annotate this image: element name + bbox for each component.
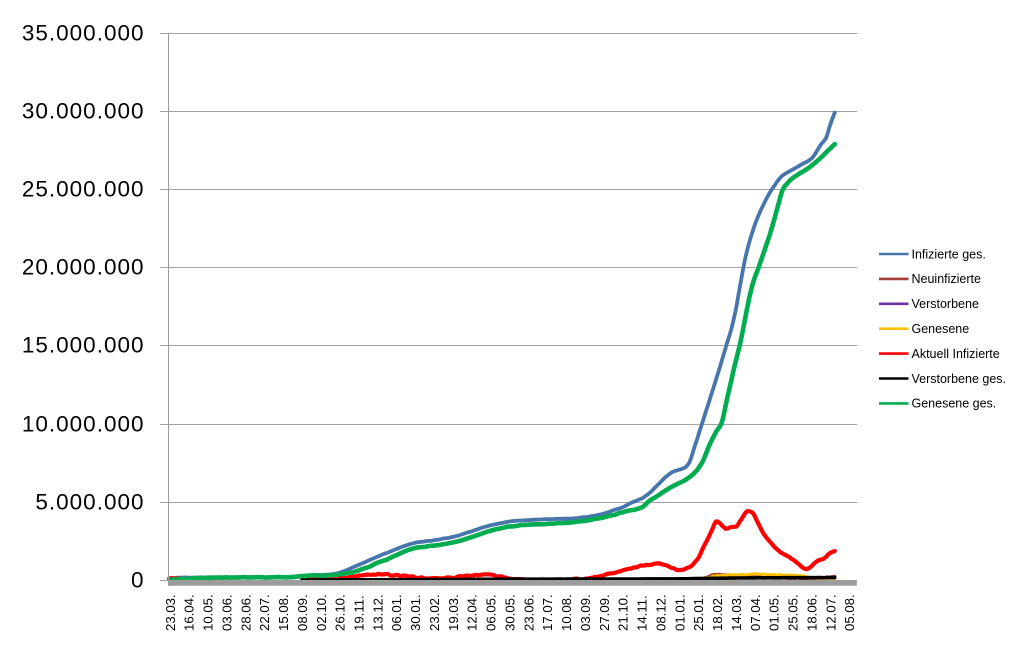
svg-text:12.07.: 12.07.	[823, 594, 838, 631]
svg-text:15.08.: 15.08.	[276, 594, 291, 631]
svg-text:5.000.000: 5.000.000	[35, 490, 144, 515]
svg-text:Neuinfizierte: Neuinfizierte	[912, 272, 982, 286]
svg-text:28.06.: 28.06.	[238, 594, 253, 631]
svg-text:30.05.: 30.05.	[503, 594, 518, 631]
svg-text:05.08.: 05.08.	[842, 594, 857, 631]
svg-text:08.12.: 08.12.	[653, 594, 668, 631]
svg-text:22.07.: 22.07.	[257, 594, 272, 631]
svg-text:12.04.: 12.04.	[465, 594, 480, 631]
svg-text:25.000.000: 25.000.000	[22, 177, 145, 202]
svg-text:30.000.000: 30.000.000	[22, 99, 145, 124]
svg-text:26.10.: 26.10.	[333, 594, 348, 631]
svg-text:14.11.: 14.11.	[635, 595, 650, 631]
svg-text:16.04.: 16.04.	[182, 594, 197, 631]
svg-text:23.06.: 23.06.	[521, 594, 536, 631]
svg-text:07.04.: 07.04.	[748, 594, 763, 631]
svg-text:10.05.: 10.05.	[201, 594, 216, 631]
svg-text:0: 0	[131, 568, 145, 593]
svg-text:06.01.: 06.01.	[389, 594, 404, 631]
svg-text:21.10.: 21.10.	[616, 594, 631, 631]
svg-text:Genesene ges.: Genesene ges.	[912, 397, 997, 411]
svg-text:30.01.: 30.01.	[408, 594, 423, 631]
svg-text:Aktuell Infizierte: Aktuell Infizierte	[912, 347, 1000, 361]
svg-text:10.000.000: 10.000.000	[22, 412, 145, 437]
svg-text:06.05.: 06.05.	[484, 594, 499, 631]
svg-text:Infizierte ges.: Infizierte ges.	[912, 247, 986, 261]
svg-text:03.06.: 03.06.	[219, 594, 234, 631]
svg-text:14.03.: 14.03.	[729, 594, 744, 631]
svg-text:02.10.: 02.10.	[314, 594, 329, 631]
svg-text:19.11.: 19.11.	[352, 595, 367, 631]
svg-text:19.03.: 19.03.	[446, 594, 461, 631]
svg-text:Verstorbene ges.: Verstorbene ges.	[912, 372, 1007, 386]
svg-text:10.08.: 10.08.	[559, 594, 574, 631]
svg-text:13.12.: 13.12.	[370, 594, 385, 631]
svg-text:25.05.: 25.05.	[786, 594, 801, 631]
svg-text:35.000.000: 35.000.000	[22, 21, 145, 46]
svg-text:Verstorbene: Verstorbene	[912, 297, 979, 311]
svg-text:15.000.000: 15.000.000	[22, 333, 145, 358]
svg-text:27.09.: 27.09.	[597, 594, 612, 631]
svg-text:01.05.: 01.05.	[767, 594, 782, 631]
svg-text:18.06.: 18.06.	[804, 594, 819, 631]
svg-text:25.01.: 25.01.	[691, 594, 706, 631]
svg-text:23.03.: 23.03.	[163, 594, 178, 631]
svg-text:23.02.: 23.02.	[427, 594, 442, 631]
svg-text:08.09.: 08.09.	[295, 594, 310, 631]
svg-text:18.02.: 18.02.	[710, 594, 725, 631]
svg-text:03.09.: 03.09.	[578, 594, 593, 631]
svg-text:01.01.: 01.01.	[672, 594, 687, 631]
svg-text:20.000.000: 20.000.000	[22, 255, 145, 280]
svg-text:Genesene: Genesene	[912, 322, 970, 336]
svg-text:17.07.: 17.07.	[540, 594, 555, 631]
